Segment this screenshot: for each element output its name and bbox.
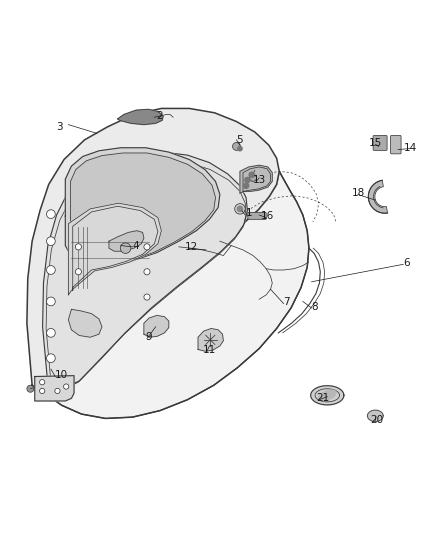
Circle shape [46,297,55,306]
Text: 7: 7 [283,297,290,308]
Circle shape [46,237,55,246]
Circle shape [250,174,257,181]
Circle shape [75,244,81,250]
Polygon shape [144,316,169,337]
Circle shape [46,328,55,337]
Circle shape [46,265,55,274]
Circle shape [244,183,249,188]
Circle shape [245,177,250,183]
FancyBboxPatch shape [248,212,266,220]
Text: 10: 10 [54,370,67,380]
Circle shape [39,379,45,385]
Circle shape [144,294,150,300]
Polygon shape [42,152,247,390]
Polygon shape [32,171,309,418]
Polygon shape [68,309,102,337]
Text: 20: 20 [371,415,384,425]
Polygon shape [318,390,336,400]
Polygon shape [198,328,223,351]
Polygon shape [68,203,161,295]
Text: 8: 8 [312,302,318,312]
Circle shape [27,385,34,392]
Text: 21: 21 [316,393,329,403]
Circle shape [46,210,55,219]
Circle shape [64,384,69,389]
Text: 5: 5 [237,135,243,145]
Polygon shape [65,148,220,264]
Text: 15: 15 [369,139,382,148]
Polygon shape [118,109,163,125]
Polygon shape [27,108,279,391]
Circle shape [237,206,243,212]
Polygon shape [367,410,383,422]
Polygon shape [240,165,272,193]
Text: 3: 3 [57,122,63,132]
Circle shape [120,243,131,253]
Circle shape [144,269,150,275]
Circle shape [144,244,150,250]
Text: 12: 12 [185,242,198,252]
Wedge shape [368,180,388,213]
Text: 13: 13 [253,175,266,185]
Circle shape [55,389,60,393]
Text: 1: 1 [245,208,252,218]
Polygon shape [71,153,215,264]
FancyBboxPatch shape [373,135,387,150]
Text: 14: 14 [403,143,417,153]
Text: 18: 18 [352,188,365,198]
Text: 11: 11 [203,345,216,356]
FancyBboxPatch shape [391,135,401,154]
Circle shape [235,204,245,214]
Polygon shape [109,231,144,251]
Circle shape [75,269,81,275]
Text: 16: 16 [261,211,274,221]
Text: 2: 2 [157,111,163,121]
Circle shape [249,172,254,177]
Circle shape [238,147,242,151]
Text: 6: 6 [403,258,410,268]
Circle shape [39,389,45,393]
Circle shape [233,142,240,150]
Polygon shape [35,376,74,401]
Circle shape [46,354,55,362]
Text: 9: 9 [146,332,152,342]
Polygon shape [311,386,344,405]
Text: 4: 4 [133,240,139,251]
